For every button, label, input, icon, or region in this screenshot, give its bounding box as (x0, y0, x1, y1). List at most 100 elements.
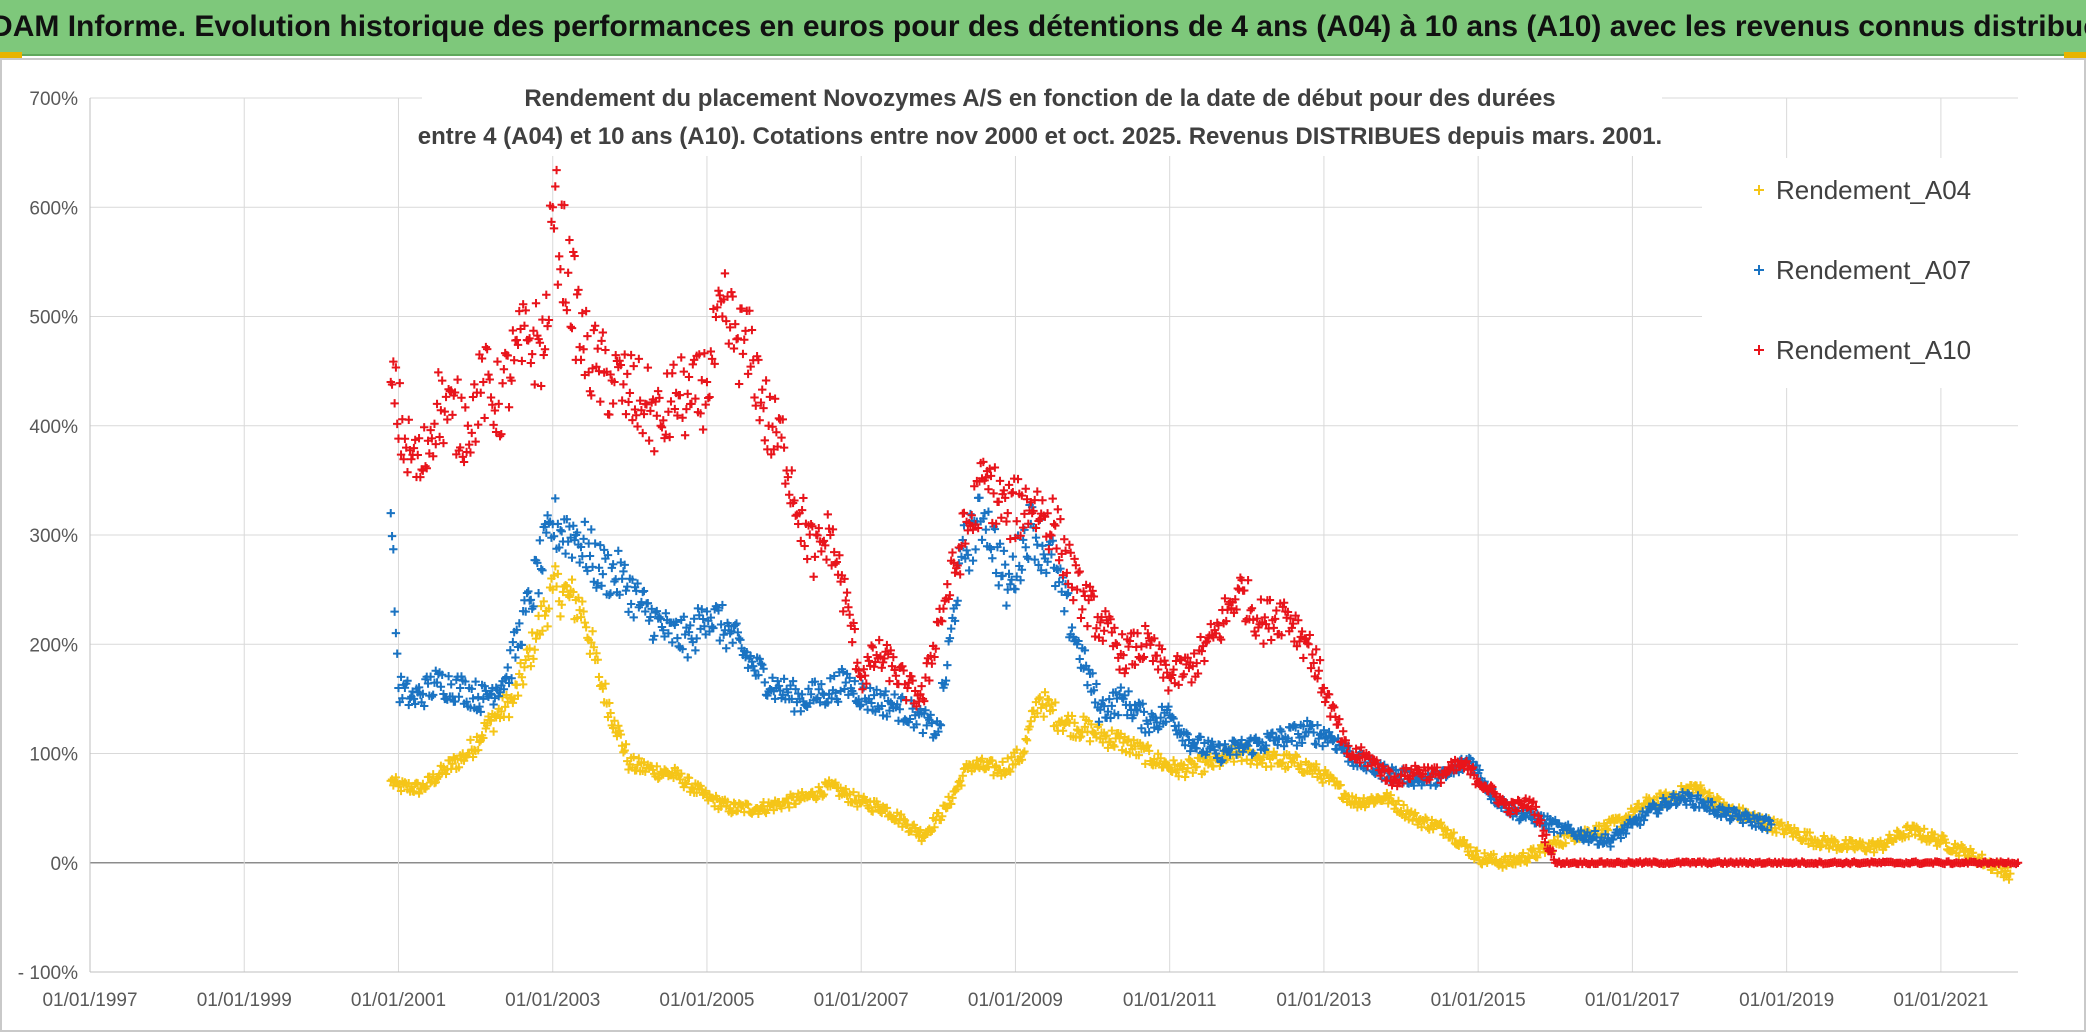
point-rendement-a07 (877, 701, 886, 711)
point-rendement-a04 (1058, 726, 1068, 735)
point-rendement-a07 (756, 659, 766, 668)
point-rendement-a10 (1115, 665, 1124, 674)
point-rendement-a10 (1002, 517, 1011, 526)
point-rendement-a10 (750, 393, 759, 402)
point-rendement-a10 (432, 399, 442, 409)
point-rendement-a10 (831, 559, 840, 568)
point-rendement-a04 (1472, 846, 1482, 855)
point-rendement-a10 (437, 376, 447, 385)
point-rendement-a10 (1143, 629, 1153, 638)
point-rendement-a07 (986, 544, 996, 554)
point-rendement-a07 (661, 609, 671, 618)
point-rendement-a10 (526, 358, 536, 368)
point-rendement-a07 (1004, 569, 1014, 579)
point-rendement-a04 (539, 597, 548, 606)
point-rendement-a07 (1047, 550, 1056, 559)
point-rendement-a07 (1129, 711, 1138, 720)
point-rendement-a07 (621, 586, 631, 595)
point-rendement-a07 (590, 539, 600, 548)
point-rendement-a04 (1021, 734, 1030, 744)
point-rendement-a10 (691, 394, 700, 403)
point-rendement-a07 (512, 625, 521, 635)
point-rendement-a07 (746, 651, 755, 661)
point-rendement-a07 (905, 714, 915, 724)
point-rendement-a04 (988, 756, 997, 765)
y-tick-label: 300% (29, 526, 78, 547)
point-rendement-a10 (1200, 656, 1209, 666)
point-rendement-a07 (387, 531, 397, 541)
point-rendement-a07 (535, 536, 545, 545)
point-rendement-a10 (701, 400, 710, 409)
point-rendement-a07 (977, 535, 987, 545)
point-rendement-a10 (910, 686, 920, 696)
point-rendement-a10 (583, 331, 592, 341)
point-rendement-a10 (457, 393, 466, 402)
point-rendement-a10 (497, 429, 506, 439)
point-rendement-a07 (526, 595, 536, 605)
point-rendement-a10 (1043, 509, 1052, 518)
point-rendement-a07 (1475, 765, 1484, 775)
point-rendement-a10 (704, 393, 713, 403)
point-rendement-a04 (1107, 726, 1117, 735)
point-rendement-a04 (1378, 796, 1388, 805)
point-rendement-a07 (542, 528, 551, 537)
point-rendement-a10 (725, 323, 735, 332)
point-rendement-a07 (1763, 825, 1772, 835)
point-rendement-a04 (958, 771, 967, 780)
point-rendement-a07 (1063, 588, 1073, 598)
point-rendement-a10 (623, 369, 632, 379)
point-rendement-a10 (1504, 803, 1514, 813)
scatter-chart: Rendement du placement Novozymes A/S en … (18, 68, 2023, 1011)
point-rendement-a10 (638, 428, 647, 438)
point-rendement-a07 (741, 653, 750, 662)
point-rendement-a10 (1292, 642, 1302, 651)
point-rendement-a10 (1051, 521, 1060, 530)
point-rendement-a10 (479, 377, 488, 387)
point-rendement-a04 (1930, 830, 1939, 839)
point-rendement-a10 (473, 420, 483, 429)
point-rendement-a10 (643, 363, 653, 372)
point-rendement-a07 (633, 579, 642, 588)
point-rendement-a10 (458, 452, 467, 462)
point-rendement-a10 (747, 325, 757, 335)
point-rendement-a10 (800, 541, 809, 551)
point-rendement-a10 (1356, 743, 1366, 752)
point-rendement-a04 (1074, 726, 1083, 735)
point-rendement-a07 (921, 706, 930, 715)
point-rendement-a10 (476, 388, 485, 397)
point-rendement-a04 (409, 787, 419, 796)
point-rendement-a07 (1279, 742, 1289, 751)
point-rendement-a10 (575, 342, 584, 352)
point-rendement-a10 (773, 442, 782, 451)
point-rendement-a07 (1319, 726, 1329, 735)
point-rendement-a07 (404, 700, 413, 710)
point-rendement-a10 (565, 235, 574, 245)
point-rendement-a04 (1696, 781, 1705, 790)
point-rendement-a07 (918, 728, 928, 738)
point-rendement-a10 (765, 392, 775, 402)
point-rendement-a07 (1168, 712, 1177, 722)
point-rendement-a04 (1229, 757, 1239, 766)
point-rendement-a07 (930, 729, 939, 739)
point-rendement-a10 (991, 519, 1001, 528)
point-rendement-a04 (1170, 760, 1180, 769)
point-rendement-a07 (758, 660, 767, 669)
point-rendement-a04 (669, 773, 678, 782)
point-rendement-a10 (1534, 811, 1543, 820)
point-rendement-a10 (435, 432, 444, 442)
point-rendement-a10 (1267, 635, 1276, 645)
point-rendement-a10 (553, 280, 563, 289)
point-rendement-a10 (810, 552, 820, 562)
point-rendement-a07 (467, 684, 476, 694)
point-rendement-a10 (746, 362, 755, 371)
point-rendement-a10 (1295, 637, 1304, 646)
point-rendement-a04 (1255, 754, 1264, 763)
point-rendement-a07 (1725, 816, 1735, 825)
point-rendement-a04 (1409, 810, 1419, 819)
point-rendement-a10 (1090, 632, 1100, 641)
point-rendement-a07 (880, 691, 889, 700)
point-rendement-a10 (1083, 621, 1092, 631)
point-rendement-a07 (1164, 702, 1173, 711)
point-rendement-a07 (619, 567, 628, 576)
point-rendement-a10 (563, 268, 573, 277)
